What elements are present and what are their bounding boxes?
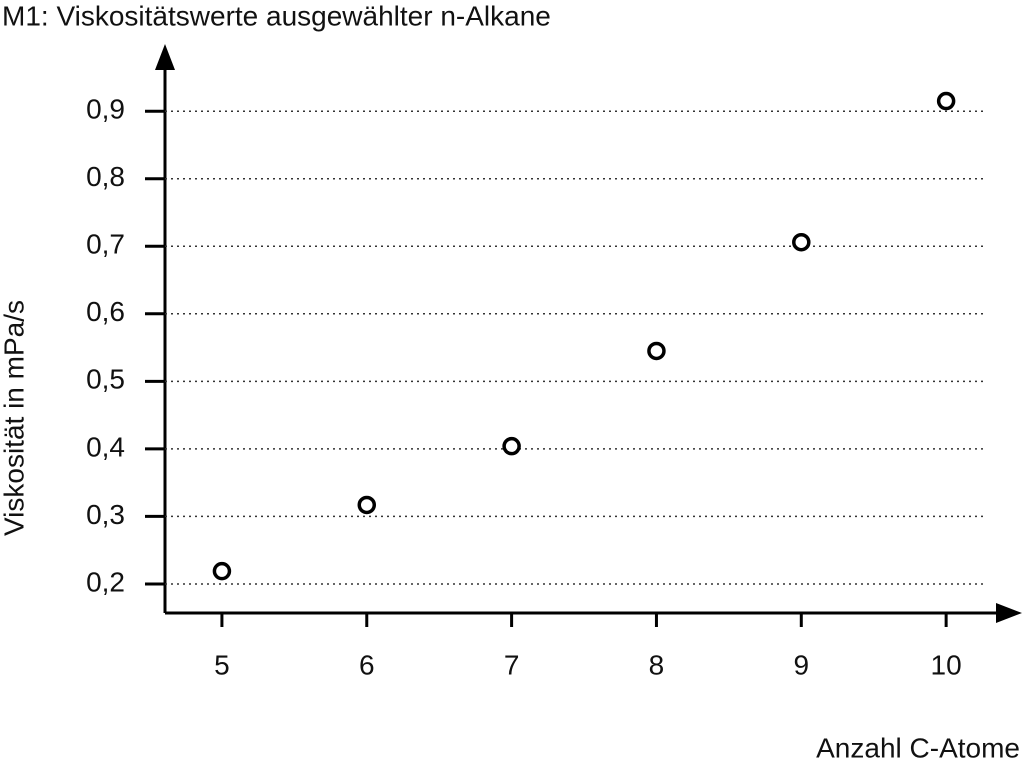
y-tick-label: 0,9: [86, 94, 125, 125]
y-axis-arrow: [155, 44, 175, 70]
y-tick-label: 0,4: [86, 431, 125, 462]
x-tick-label: 8: [649, 649, 665, 680]
y-tick-label: 0,8: [86, 161, 125, 192]
y-tick-label: 0,2: [86, 566, 125, 597]
chart-title: M1: Viskositätswerte ausgewählter n-Alka…: [2, 0, 551, 31]
y-tick-label: 0,5: [86, 364, 125, 395]
y-tick-label: 0,6: [86, 296, 125, 327]
x-axis-label: Anzahl C-Atome: [816, 732, 1020, 763]
data-point: [936, 91, 956, 111]
data-point: [647, 341, 666, 361]
data-point: [502, 436, 521, 456]
data-point: [792, 232, 811, 252]
data-point: [212, 561, 232, 581]
x-tick-label: 5: [214, 649, 230, 680]
x-tick-label: 6: [359, 649, 375, 680]
x-tick-label: 7: [504, 649, 520, 680]
data-point: [357, 495, 377, 515]
x-tick-label: 10: [931, 649, 962, 680]
y-tick-label: 0,7: [86, 229, 125, 260]
x-axis-arrow: [996, 603, 1022, 623]
x-tick-label: 9: [794, 649, 810, 680]
y-tick-label: 0,3: [86, 499, 125, 530]
y-axis-label: Viskosität in mPa/s: [0, 300, 29, 536]
